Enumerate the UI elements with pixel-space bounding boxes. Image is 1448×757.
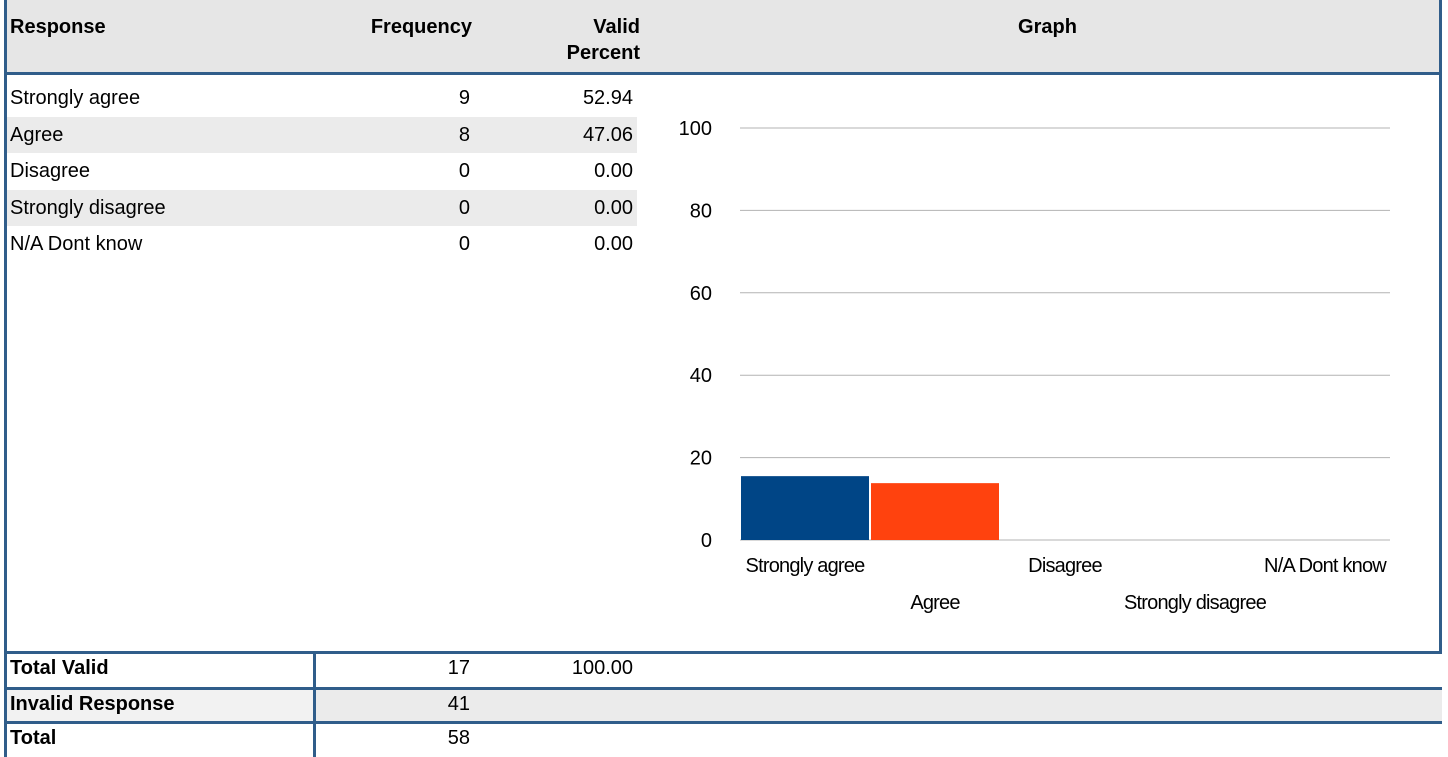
valid-percent: 0.00	[594, 196, 633, 219]
body-frame	[4, 75, 1442, 651]
valid-percent: 0.00	[594, 160, 633, 182]
header-valid-percent: Valid Percent	[566, 16, 640, 64]
chart: 0 20 40 60 80 100 Strongly agree Agree Disagree S…	[679, 118, 1390, 614]
row-shade	[7, 189, 637, 226]
y-tick-label: 100	[679, 118, 712, 140]
header-band	[4, 0, 1442, 75]
x-tick-label: Strongly agree	[746, 555, 866, 577]
y-tick-label: 40	[690, 365, 712, 387]
footer-frequency: 41	[447, 693, 470, 715]
footer-row	[4, 721, 1442, 757]
footer-row	[4, 651, 1442, 687]
valid-percent: 47.06	[582, 123, 633, 146]
footer-label: Invalid Response	[10, 693, 175, 715]
x-tick-label: Disagree	[1028, 555, 1102, 577]
footer-label: Total Valid	[10, 657, 109, 679]
response-label: Agree	[10, 123, 64, 146]
x-tick-label: Agree	[910, 592, 960, 614]
footer-frequency: 58	[447, 727, 470, 749]
response-label: Disagree	[10, 160, 91, 182]
frequency: 0	[458, 160, 470, 182]
y-tick-label: 20	[690, 448, 712, 470]
footer-label-cell	[4, 651, 316, 687]
frequency: 9	[458, 87, 470, 109]
footer-frequency: 17	[447, 657, 470, 679]
valid-percent: 52.94	[582, 87, 633, 109]
valid-percent: 0.00	[594, 233, 633, 255]
response-label: Strongly agree	[10, 87, 141, 109]
header-frequency: Frequency	[370, 16, 472, 38]
frequency: 0	[458, 233, 470, 255]
x-tick-label: N/A Dont know	[1264, 555, 1387, 577]
frequency: 8	[458, 123, 470, 146]
y-tick-label: 80	[690, 200, 712, 222]
frequency: 0	[458, 196, 470, 219]
footer-label-cell	[4, 721, 316, 757]
footer-label-cell	[4, 687, 316, 721]
row-shade	[7, 116, 637, 153]
response-label: Strongly disagree	[10, 196, 166, 219]
x-tick-label: Strongly disagree	[1124, 592, 1267, 614]
response-label: N/A Dont know	[10, 233, 143, 255]
footer-label: Total	[10, 727, 57, 749]
header-graph: Graph	[1018, 16, 1077, 38]
header-response: Response	[10, 16, 106, 38]
y-tick-label: 0	[701, 530, 712, 552]
bar	[871, 483, 999, 540]
y-tick-label: 60	[690, 283, 712, 305]
bar	[741, 476, 869, 540]
footer-percent: 100.00	[571, 657, 633, 679]
